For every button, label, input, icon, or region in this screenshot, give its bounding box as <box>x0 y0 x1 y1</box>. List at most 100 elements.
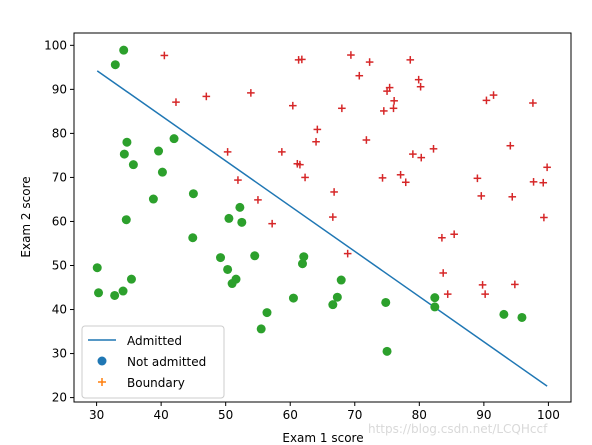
x-tick-label: 50 <box>218 408 233 422</box>
boundary-point <box>429 145 438 153</box>
not-admitted-point <box>250 251 260 261</box>
plot-area <box>92 45 551 387</box>
not-admitted-point <box>119 149 129 159</box>
boundary-point <box>511 280 519 289</box>
not-admitted-point <box>336 275 346 285</box>
boundary-point <box>365 58 374 66</box>
boundary-point <box>234 176 242 184</box>
not-admitted-point <box>227 279 237 289</box>
not-admitted-point <box>148 194 158 204</box>
not-admitted-point <box>262 308 272 318</box>
y-tick-label: 30 <box>52 347 67 361</box>
y-tick-label: 20 <box>52 391 67 405</box>
boundary-point <box>529 99 537 107</box>
not-admitted-point <box>110 60 120 70</box>
legend-label-admitted: Admitted <box>127 334 182 348</box>
not-admitted-point <box>382 346 392 356</box>
boundary-point <box>296 160 304 169</box>
boundary-point <box>347 51 355 59</box>
watermark: https://blog.csdn.net/LCQHccf <box>368 422 548 436</box>
not-admitted-point <box>256 324 266 334</box>
boundary-point <box>450 230 458 239</box>
boundary-point <box>160 51 169 60</box>
x-tick-label: 90 <box>476 408 491 422</box>
boundary-point <box>389 104 398 113</box>
boundary-point <box>268 219 276 228</box>
boundary-point <box>401 178 410 187</box>
y-axis-label: Exam 2 score <box>19 176 33 257</box>
not-admitted-point <box>499 309 509 319</box>
not-admitted-point <box>517 312 527 322</box>
legend-dot-swatch <box>97 356 107 366</box>
not-admitted-point <box>297 259 307 269</box>
boundary-point <box>543 163 551 172</box>
y-tick-label: 60 <box>52 214 67 228</box>
boundary-point <box>489 91 498 99</box>
boundary-point <box>506 141 515 150</box>
not-admitted-point <box>223 264 233 274</box>
legend-label-boundary: Boundary <box>127 376 185 390</box>
boundary-point <box>338 104 346 113</box>
boundary-point <box>380 107 388 115</box>
x-tick-label: 60 <box>283 408 298 422</box>
not-admitted-point <box>122 137 132 147</box>
boundary-point <box>477 192 486 200</box>
not-admitted-point <box>110 290 120 300</box>
boundary-point <box>312 137 320 146</box>
not-admitted-point <box>157 167 167 177</box>
not-admitted-point <box>154 146 164 156</box>
boundary-point <box>330 188 338 196</box>
not-admitted-point <box>288 293 298 303</box>
axis-ticks: 30 40 50 60 70 80 90 100 20 30 40 50 60 70 80 90 100 <box>44 32 572 422</box>
boundary-point <box>254 196 262 204</box>
not-admitted-point <box>235 202 245 212</box>
boundary-point <box>478 281 487 289</box>
boundary-point <box>298 55 306 64</box>
x-tick-label: 80 <box>412 408 427 422</box>
boundary-point <box>539 178 548 187</box>
not-admitted-point <box>94 288 104 298</box>
axes-frame <box>73 32 572 403</box>
boundary-point <box>482 96 491 105</box>
legend-frame <box>81 325 225 399</box>
boundary-point <box>417 153 426 162</box>
boundary-point <box>438 233 446 242</box>
legend: Admitted Not admitted Boundary <box>81 325 225 399</box>
boundary-point <box>443 290 452 298</box>
boundary-point <box>396 170 405 179</box>
boundary-point <box>508 193 517 201</box>
legend-plus-swatch <box>98 378 106 386</box>
y-tick-label: 80 <box>52 126 67 140</box>
not-admitted-point <box>328 300 338 310</box>
not-admitted-point <box>118 286 128 296</box>
boundary-point <box>378 174 387 182</box>
not-admitted-point <box>188 189 198 199</box>
boundary-point <box>223 148 232 156</box>
boundary-point <box>481 290 489 298</box>
boundary-point <box>385 83 394 92</box>
x-tick-label: 70 <box>347 408 362 422</box>
boundary-point <box>329 213 337 221</box>
not-admitted-point <box>430 302 440 312</box>
y-tick-label: 90 <box>52 82 67 96</box>
not-admitted-point <box>188 233 198 243</box>
not-admitted-point <box>299 252 309 262</box>
boundary-point <box>529 178 538 186</box>
not-admitted-point <box>381 297 391 307</box>
boundary-point <box>416 82 425 91</box>
not-admitted-point <box>128 160 138 170</box>
boundary-point <box>313 125 322 134</box>
y-tick-label: 50 <box>52 258 67 272</box>
not-admitted-point <box>332 292 342 302</box>
not-admitted-point <box>169 134 179 144</box>
not-admitted-point <box>216 253 226 263</box>
boundary-point <box>540 213 548 222</box>
boundary-point <box>247 89 255 97</box>
not-admitted-point <box>126 274 136 284</box>
legend-label-not-admitted: Not admitted <box>127 355 206 369</box>
boundary-point <box>343 249 352 258</box>
boundary-point <box>278 148 286 156</box>
y-tick-label: 100 <box>44 38 67 52</box>
x-tick-label: 30 <box>89 408 104 422</box>
